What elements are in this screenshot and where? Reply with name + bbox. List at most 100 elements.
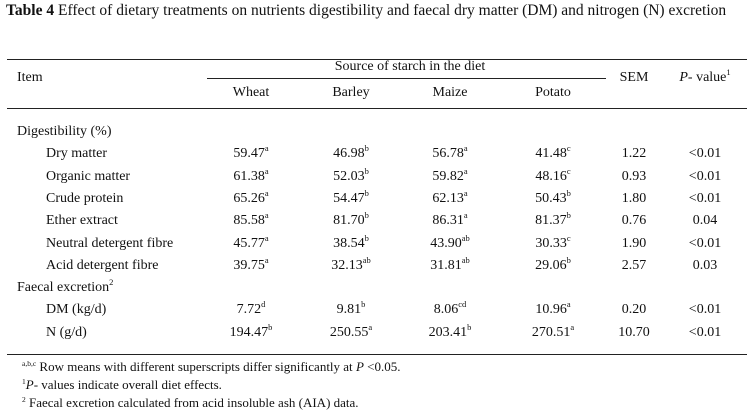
value-superscript: a: [463, 187, 468, 198]
row-label: Ether extract: [46, 213, 118, 229]
value-superscript: a: [264, 254, 269, 265]
pvalue-cell: <0.01: [688, 168, 722, 184]
table-label: Table 4: [6, 2, 55, 19]
header-item: Item: [17, 70, 43, 85]
row-label: Dry matter: [46, 146, 108, 162]
table-caption: Table 4 Effect of dietary treatments on …: [6, 1, 748, 21]
footnote: a,b,c Row means with different superscri…: [22, 359, 400, 375]
value-superscript: c: [566, 232, 571, 243]
value-number: 50.43: [535, 190, 567, 206]
value-superscript: b: [364, 187, 369, 198]
value-cell: 10.96a: [535, 300, 570, 318]
footnote-text: - values indicate overall diet effects.: [33, 377, 222, 392]
value-cell: 56.78a: [432, 143, 468, 162]
pvalue-cell: 0.04: [692, 213, 718, 229]
pvalue-p: P: [679, 70, 688, 85]
value-cell: 7.72d: [237, 299, 266, 318]
value-number: 43.90: [430, 235, 462, 251]
sem-cell: 1.80: [621, 190, 647, 206]
sem-cell: 1.90: [621, 235, 647, 251]
pvalue-cell: <0.01: [688, 235, 722, 251]
value-number: 54.47: [333, 190, 365, 206]
footnote-text: P: [25, 377, 34, 392]
footnote-text: P: [355, 359, 364, 374]
value-cell: 203.41b: [429, 322, 472, 341]
value-superscript: a: [264, 210, 269, 221]
value-superscript: d: [261, 299, 266, 310]
value-cell: 50.43b: [535, 187, 571, 207]
value-superscript: b: [566, 187, 571, 198]
value-superscript: a: [463, 165, 468, 176]
header-pvalue: P- value1: [679, 67, 731, 86]
value-number: 81.70: [333, 213, 365, 229]
value-superscript: a: [264, 232, 269, 243]
value-superscript: a: [368, 321, 373, 332]
value-cell: 85.58a: [233, 210, 269, 229]
value-number: 39.75: [233, 257, 265, 273]
sem-cell: 0.76: [621, 213, 647, 229]
value-superscript: ab: [362, 254, 371, 265]
column-header: Maize: [432, 85, 468, 100]
sem-cell: 1.22: [621, 146, 647, 162]
section-title-text: Digestibility (%): [17, 124, 112, 139]
value-superscript: a: [463, 143, 468, 154]
top-rule: [7, 59, 747, 60]
value-cell: 81.70b: [333, 211, 369, 229]
pvalue-sup: 1: [726, 67, 731, 77]
value-number: 29.06: [535, 257, 567, 273]
value-superscript: b: [361, 299, 366, 310]
footnote: 2 Faecal excretion calculated from acid …: [22, 395, 359, 411]
value-superscript: b: [364, 165, 369, 176]
column-header: Potato: [535, 85, 571, 100]
value-superscript: c: [566, 165, 571, 176]
value-superscript: b: [566, 254, 571, 265]
row-label: N (g/d): [46, 324, 87, 340]
row-label: DM (kg/d): [46, 302, 107, 318]
value-cell: 59.82a: [432, 165, 468, 185]
table-title: Effect of dietary treatments on nutrient…: [57, 2, 727, 19]
pvalue-text: - value: [687, 70, 727, 85]
value-cell: 41.48c: [535, 143, 571, 162]
pvalue-cell: <0.01: [688, 190, 722, 206]
value-number: 85.58: [233, 213, 265, 229]
value-number: 65.26: [233, 190, 265, 206]
value-cell: 250.55a: [330, 321, 373, 341]
value-number: 86.31: [432, 213, 464, 229]
pvalue-cell: <0.01: [688, 324, 722, 340]
header-rule: [7, 108, 747, 109]
pvalue-cell: <0.01: [688, 302, 722, 318]
value-cell: 32.13ab: [331, 254, 371, 274]
footnote-text: Faecal excretion calculated from acid in…: [25, 395, 359, 410]
section-title: Digestibility (%): [17, 123, 112, 140]
pvalue-cell: <0.01: [688, 146, 722, 162]
header-group: Source of starch in the diet: [334, 59, 486, 74]
value-superscript: b: [566, 210, 571, 221]
value-superscript: a: [264, 143, 269, 154]
value-cell: 86.31a: [432, 211, 467, 229]
value-number: 48.16: [535, 168, 567, 184]
value-cell: 65.26a: [233, 187, 269, 207]
pvalue-cell: 0.03: [692, 257, 718, 273]
value-number: 8.06: [433, 302, 459, 318]
value-number: 52.03: [333, 168, 365, 184]
value-cell: 81.37b: [535, 210, 571, 229]
value-cell: 54.47b: [333, 187, 369, 207]
value-number: 62.13: [432, 190, 464, 206]
value-cell: 59.47a: [233, 143, 269, 162]
value-superscript: a: [264, 187, 269, 198]
row-label: Neutral detergent fibre: [46, 235, 174, 251]
section-title: Faecal excretion2: [17, 277, 114, 296]
section-title-sup: 2: [109, 277, 114, 288]
sem-cell: 0.20: [621, 302, 647, 318]
value-superscript: b: [364, 232, 369, 243]
value-number: 10.96: [535, 302, 567, 318]
value-number: 31.81: [430, 257, 462, 273]
value-superscript: c: [566, 143, 571, 154]
footnote: 1P- values indicate overall diet effects…: [22, 377, 222, 393]
row-label: Crude protein: [46, 190, 124, 206]
value-cell: 9.81b: [336, 299, 366, 318]
value-number: 32.13: [331, 257, 363, 273]
row-label: Organic matter: [46, 168, 131, 184]
value-number: 9.81: [336, 302, 362, 318]
section-title-text: Faecal excretion: [17, 280, 110, 296]
